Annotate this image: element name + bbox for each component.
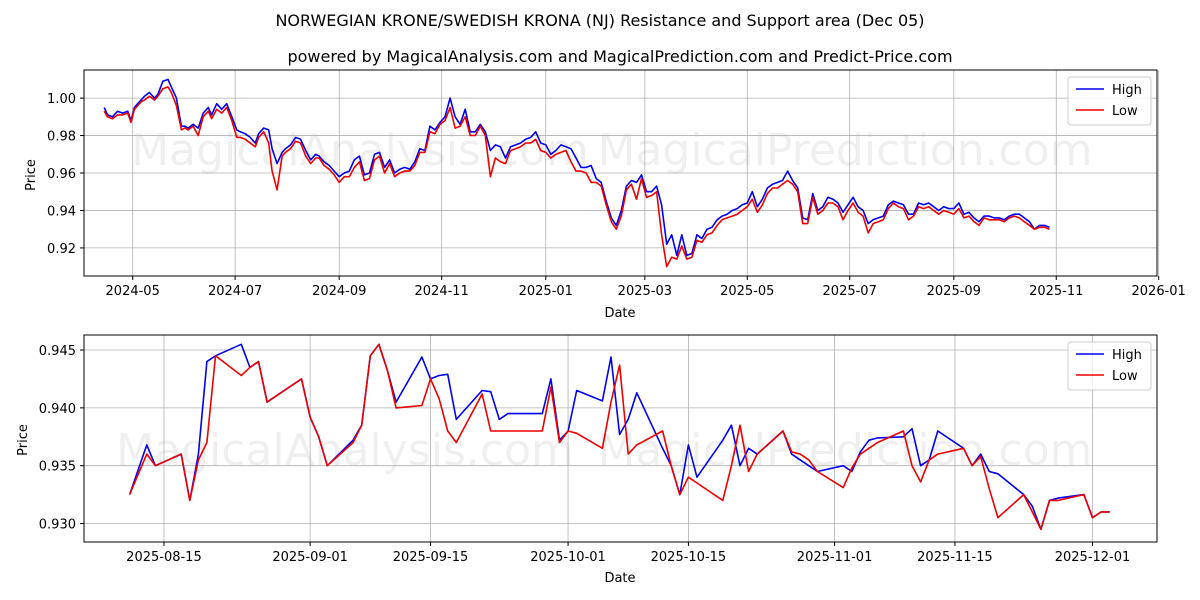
top-legend-low-label: Low <box>1112 104 1138 119</box>
top-x-tick-label: 2025-11 <box>1029 284 1083 299</box>
watermark-top-right: MagicalPrediction.com <box>598 125 1093 176</box>
top-x-axis-label: Date <box>604 306 635 321</box>
watermark-top-left: MagicalAnalysis.com <box>131 125 589 176</box>
top-y-axis-label: Price <box>24 159 39 191</box>
top-x-tick-label: 2026-01 <box>1132 284 1186 299</box>
bottom-x-tick-label: 2025-09-15 <box>393 550 469 565</box>
top-y-tick-label: 0.92 <box>47 242 76 257</box>
bottom-x-tick-label: 2025-10-01 <box>530 550 606 565</box>
top-x-tick-label: 2024-11 <box>415 284 469 299</box>
top-panel: MagicalAnalysis.com MagicalPrediction.co… <box>24 69 1186 321</box>
bottom-y-tick-label: 0.940 <box>39 402 76 417</box>
top-x-tick-label: 2025-05 <box>720 284 774 299</box>
bottom-x-tick-label: 2025-12-01 <box>1055 550 1131 565</box>
top-series-high-line <box>103 78 1050 257</box>
bottom-y-tick-label: 0.945 <box>39 344 76 359</box>
bottom-x-axis-label: Date <box>604 571 635 586</box>
bottom-y-axis-label: Price <box>16 424 31 456</box>
top-x-tick-label: 2025-09 <box>927 284 981 299</box>
bottom-y-tick-label: 0.930 <box>39 517 76 532</box>
top-x-tick-label: 2024-05 <box>106 284 160 299</box>
bottom-legend-high-label: High <box>1112 348 1142 363</box>
top-x-tick-label: 2024-07 <box>208 284 262 299</box>
bottom-panel: MagicalAnalysis.com MagicalPrediction.co… <box>16 334 1158 586</box>
bottom-plot-frame <box>83 334 1158 543</box>
top-x-tick-label: 2024-09 <box>312 284 366 299</box>
bottom-x-tick-label: 2025-11-15 <box>917 550 993 565</box>
bottom-y-tick-label: 0.935 <box>39 460 76 475</box>
bottom-x-tick-label: 2025-09-01 <box>272 550 348 565</box>
top-plot-frame <box>83 69 1158 277</box>
top-x-tick-label: 2025-07 <box>823 284 877 299</box>
bottom-legend: High Low <box>1067 341 1152 391</box>
top-y-tick-label: 0.94 <box>47 204 76 219</box>
top-x-tick-label: 2025-03 <box>618 284 672 299</box>
bottom-x-tick-label: 2025-11-01 <box>797 550 873 565</box>
top-series-low-line <box>103 86 1050 268</box>
bottom-series-low-line <box>128 343 1110 531</box>
bottom-x-tick-label: 2025-10-15 <box>651 550 727 565</box>
chart-subtitle: powered by MagicalAnalysis.com and Magic… <box>287 47 952 66</box>
bottom-x-tick-label: 2025-08-15 <box>126 550 202 565</box>
bottom-legend-low-label: Low <box>1112 369 1138 384</box>
top-y-tick-label: 0.98 <box>47 130 76 145</box>
top-legend: High Low <box>1067 76 1152 126</box>
top-legend-high-label: High <box>1112 83 1142 98</box>
chart-title: NORWEGIAN KRONE/SWEDISH KRONA (NJ) Resis… <box>275 11 924 30</box>
top-y-tick-label: 0.96 <box>47 167 76 182</box>
top-y-tick-label: 1.00 <box>47 92 76 107</box>
top-x-tick-label: 2025-01 <box>519 284 573 299</box>
